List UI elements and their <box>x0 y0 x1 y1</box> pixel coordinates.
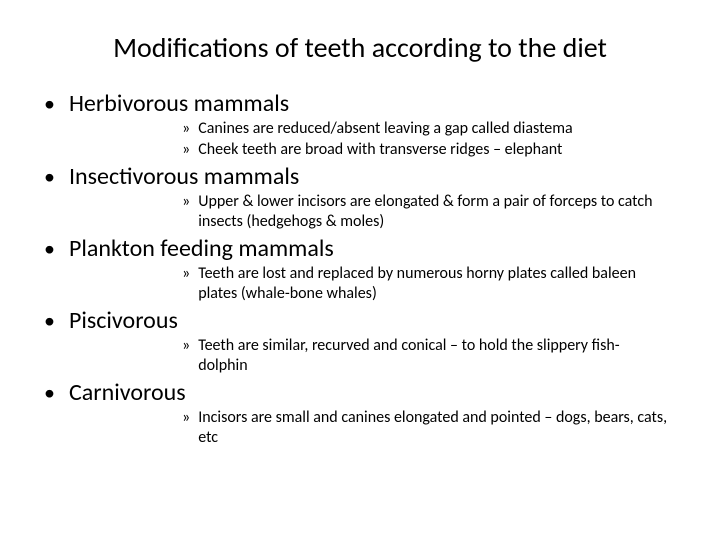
sub-text: Canines are reduced/absent leaving a gap… <box>198 119 582 139</box>
sub-text: Upper & lower incisors are elongated & f… <box>198 192 680 232</box>
heading-4: • Carnivorous <box>40 378 680 407</box>
heading-1: • Insectivorous mammals <box>40 162 680 191</box>
heading-2: • Plankton feeding mammals <box>40 234 680 263</box>
bullet-l1-icon: • <box>44 238 55 260</box>
heading-text: Insectivorous mammals <box>69 162 299 191</box>
bullet-l2-icon: » <box>182 336 190 356</box>
section-4: • Carnivorous » Incisors are small and c… <box>40 378 680 448</box>
heading-3: • Piscivorous <box>40 306 680 335</box>
section-0: • Herbivorous mammals » Canines are redu… <box>40 89 680 160</box>
sub-text: Cheek teeth are broad with transverse ri… <box>198 140 572 160</box>
bullet-l1-icon: • <box>44 166 55 188</box>
sub-1-0: » Upper & lower incisors are elongated &… <box>40 192 680 232</box>
bullet-l2-icon: » <box>182 192 190 212</box>
heading-text: Piscivorous <box>69 306 178 335</box>
bullet-l2-icon: » <box>182 264 190 284</box>
heading-text: Carnivorous <box>69 378 186 407</box>
heading-text: Herbivorous mammals <box>69 89 289 118</box>
bullet-l1-icon: • <box>44 382 55 404</box>
heading-text: Plankton feeding mammals <box>69 234 334 263</box>
sub-4-0: » Incisors are small and canines elongat… <box>40 408 680 448</box>
bullet-l1-icon: • <box>44 310 55 332</box>
sub-text: Incisors are small and canines elongated… <box>198 408 680 448</box>
bullet-l2-icon: » <box>182 140 190 160</box>
bullet-l2-icon: » <box>182 408 190 428</box>
sub-2-0: » Teeth are lost and replaced by numerou… <box>40 264 680 304</box>
heading-0: • Herbivorous mammals <box>40 89 680 118</box>
section-1: • Insectivorous mammals » Upper & lower … <box>40 162 680 232</box>
sub-text: Teeth are lost and replaced by numerous … <box>198 264 680 304</box>
sub-text: Teeth are similar, recurved and conical … <box>198 336 680 376</box>
bullet-l1-icon: • <box>44 93 55 115</box>
bullet-l2-icon: » <box>182 119 190 139</box>
sub-3-0: » Teeth are similar, recurved and conica… <box>40 336 680 376</box>
sub-0-1: » Cheek teeth are broad with transverse … <box>40 140 680 160</box>
slide-title: Modifications of teeth according to the … <box>40 30 680 65</box>
sub-0-0: » Canines are reduced/absent leaving a g… <box>40 119 680 139</box>
section-3: • Piscivorous » Teeth are similar, recur… <box>40 306 680 376</box>
section-2: • Plankton feeding mammals » Teeth are l… <box>40 234 680 304</box>
